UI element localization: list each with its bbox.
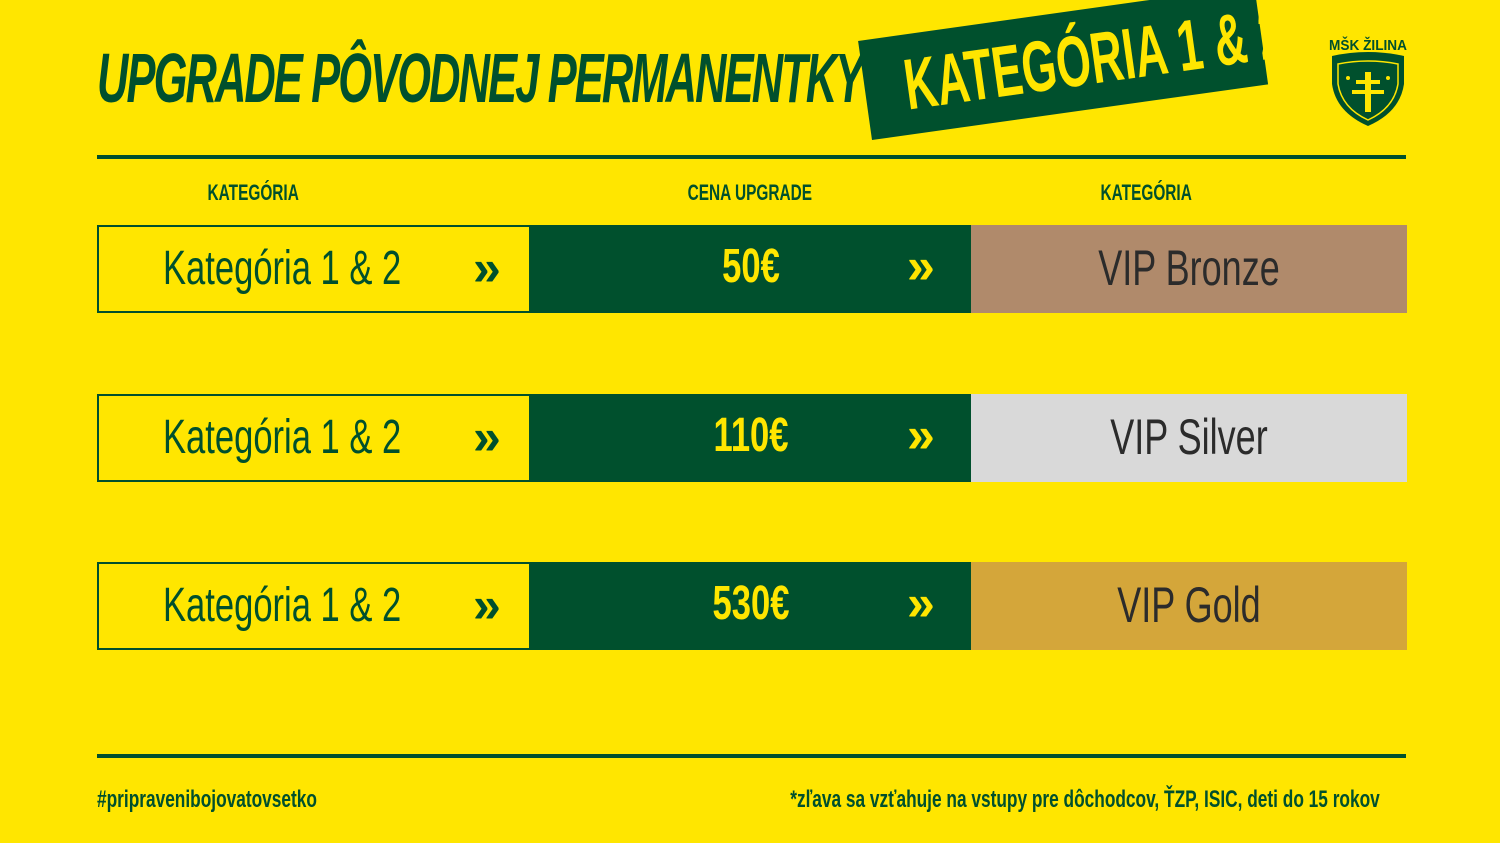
footnote: *zľava sa vzťahuje na vstupy pre dôchodc…	[790, 786, 1380, 813]
column-header-from: KATEGÓRIA	[207, 180, 299, 205]
page-title: UPGRADE PÔVODNEJ PERMANENTKY	[97, 39, 864, 117]
club-logo: MŠK ŽILINA	[1326, 34, 1410, 130]
chevron-right-icon: »	[907, 407, 935, 463]
svg-text:MŠK ŽILINA: MŠK ŽILINA	[1329, 36, 1407, 54]
target-category: VIP Gold	[971, 562, 1407, 650]
target-category: VIP Silver	[971, 394, 1407, 482]
target-category: VIP Bronze	[971, 225, 1407, 313]
hashtag: #pripravenibojovatovsetko	[97, 786, 317, 813]
upgrade-row: Kategória 1 & 2» 530€» VIP Gold	[97, 562, 1407, 650]
chevron-right-icon: »	[907, 575, 935, 631]
upgrade-row: Kategória 1 & 2» 110€» VIP Silver	[97, 394, 1407, 482]
category-badge: KATEGÓRIA 1 & 2	[858, 0, 1289, 140]
upgrade-price: 50€»	[531, 225, 971, 313]
source-category: Kategória 1 & 2»	[97, 562, 531, 650]
column-header-price: CENA UPGRADE	[687, 180, 813, 205]
chevron-right-icon: »	[473, 577, 501, 633]
chevron-right-icon: »	[907, 238, 935, 294]
source-category: Kategória 1 & 2»	[97, 394, 531, 482]
upgrade-price: 530€»	[531, 562, 971, 650]
chevron-right-icon: »	[473, 240, 501, 296]
header-divider	[97, 155, 1406, 159]
source-category: Kategória 1 & 2»	[97, 225, 531, 313]
column-header-to: KATEGÓRIA	[1100, 180, 1192, 205]
upgrade-row: Kategória 1 & 2» 50€» VIP Bronze	[97, 225, 1407, 313]
chevron-right-icon: »	[473, 409, 501, 465]
footer-divider	[97, 754, 1406, 758]
upgrade-price: 110€»	[531, 394, 971, 482]
